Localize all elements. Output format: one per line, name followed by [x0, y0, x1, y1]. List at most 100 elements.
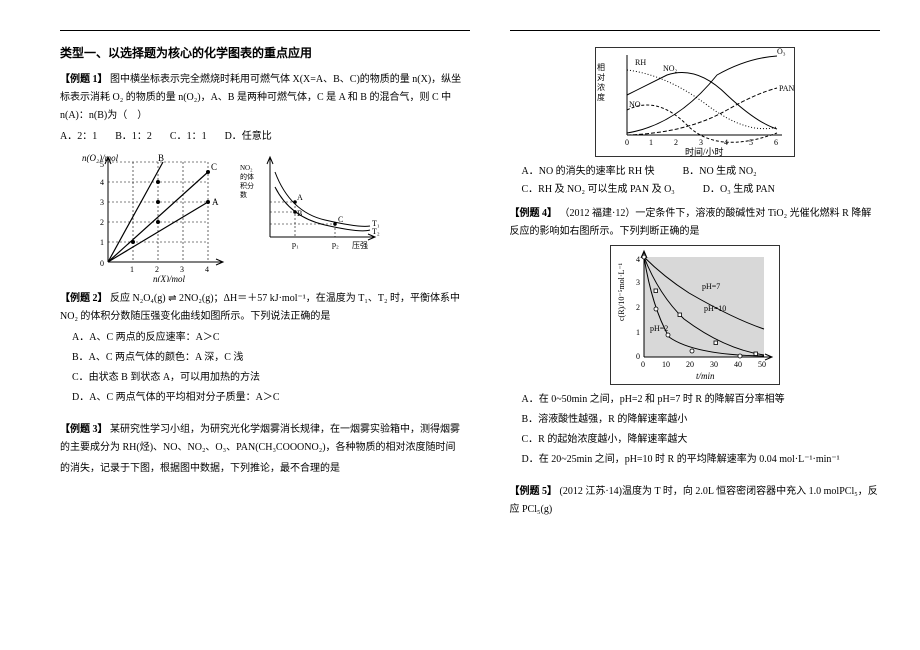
svg-text:0: 0 [636, 352, 640, 361]
svg-text:1: 1 [130, 265, 134, 274]
ex4-opt-b: B．溶液酸性越强，R 的降解速率越小 [522, 411, 881, 429]
example5-text: 【例题 5】 (2012 江苏·14)温度为 T 时，向 2.0L 恒容密闭容器… [510, 483, 881, 519]
ex3-opt-a: A．NO 的消失的速率比 RH 快 [522, 163, 655, 181]
ex1-opt-d: D．任意比 [225, 128, 272, 146]
ex1-opt-a: A．2：1 [60, 128, 97, 146]
chart2-T2: T₂ [372, 227, 380, 236]
right-column: 0 1 2 3 4 5 6 O₃ RH NO₂ NO PAN 时间/小时 相 [510, 30, 881, 522]
chart2-p1: p₁ [292, 240, 299, 249]
svg-text:0: 0 [625, 138, 629, 147]
ex4-opt-c: C．R 的起始浓度越小，降解速率越大 [522, 431, 881, 449]
chart2-B: B [297, 209, 302, 218]
chart4-wrap: 0 10 20 30 40 50 0 1 2 3 4 [510, 245, 881, 385]
svg-text:2: 2 [636, 303, 640, 312]
ch3-PAN: PAN [779, 84, 794, 93]
ex2-opt-c: C．由状态 B 到状态 A，可以用加热的方法 [72, 369, 470, 387]
svg-text:4: 4 [636, 255, 640, 264]
ch3-yl1: 相 [597, 62, 605, 72]
chart2-C: C [338, 215, 343, 224]
chart2-p2: p₂ [332, 240, 339, 249]
example3-text: 【例题 3】 某研究性学习小组，为研究光化学烟雾消长规律，在一烟雾实验箱中，测得… [60, 421, 470, 457]
chart2-xlabel: 压强 [352, 241, 368, 250]
chart1-labelB: B [158, 153, 164, 163]
ch4-ylabel: c(R)/10⁻⁵mol·L⁻¹ [617, 262, 626, 321]
chart1-ylabel: n(O₂)/mol [82, 153, 119, 163]
example3-label: 【例题 3】 [60, 424, 108, 435]
chart1-labelC: C [211, 162, 217, 172]
svg-text:2: 2 [155, 265, 159, 274]
example2-options: A．A、C 两点的反应速率：A＞C B．A、C 两点气体的颜色：A 深，C 浅 … [60, 329, 470, 407]
chart3-wrap: 012 3456 O₃ RH NO₂ NO PAN 时间/小时 相 [510, 47, 881, 157]
ex1-opt-b: B．1：2 [115, 128, 152, 146]
svg-text:1: 1 [636, 328, 640, 337]
example4-options: A．在 0~50min 之间，pH=2 和 pH=7 时 R 的降解百分率相等 … [510, 391, 881, 469]
chart2-ylabel-1: NO₂ [240, 164, 253, 172]
example2-label: 【例题 2】 [60, 293, 108, 304]
ch3-NO2: NO₂ [663, 64, 678, 73]
example2-text: 【例题 2】 反应 N₂O₄(g) ⇌ 2NO₂(g)；ΔH＝＋57 kJ·mo… [60, 290, 470, 326]
page: 类型一、以选择题为核心的化学图表的重点应用 【例题 1】 图中横坐标表示完全燃烧… [0, 0, 920, 542]
chart-no2-pressure: A B C T₁ T₂ p₁ p₂ 压强 NO₂ 的体 积分 数 [240, 152, 380, 252]
svg-text:3: 3 [100, 198, 104, 207]
example5-label: 【例题 5】 [510, 486, 558, 497]
ex2-opt-d: D．A、C 两点气体的平均相对分子质量：A＞C [72, 389, 470, 407]
svg-text:1: 1 [100, 238, 104, 247]
chart2-A: A [297, 193, 303, 202]
ex3-opt-c: C．RH 及 NO₂ 可以生成 PAN 及 O₃ [522, 181, 675, 199]
chart-combustion: A C B 0 1 2 3 4 1 2 3 4 5 n(X)/mol n(O₂)… [80, 152, 230, 282]
charts-row: A C B 0 1 2 3 4 1 2 3 4 5 n(X)/mol n(O₂)… [80, 152, 470, 282]
ch4-ph7: pH=7 [702, 282, 720, 291]
example1-body: 图中横坐标表示完全燃烧时耗用可燃气体 X(X=A、B、C)的物质的量 n(X)，… [60, 74, 461, 121]
svg-text:0: 0 [100, 259, 104, 268]
svg-text:4: 4 [100, 178, 104, 187]
example4-label: 【例题 4】 [510, 208, 558, 219]
example3-options: A．NO 的消失的速率比 RH 快 B．NO 生成 NO₂ C．RH 及 NO₂… [522, 163, 881, 199]
svg-text:10: 10 [662, 360, 670, 369]
svg-text:50: 50 [758, 360, 766, 369]
example4-body: （2012 福建·12）一定条件下，溶液的酸碱性对 TiO₂ 光催化燃料 R 降… [510, 208, 872, 237]
left-column: 类型一、以选择题为核心的化学图表的重点应用 【例题 1】 图中横坐标表示完全燃烧… [60, 30, 470, 522]
ch3-NO: NO [629, 100, 641, 109]
svg-text:30: 30 [710, 360, 718, 369]
example1-label: 【例题 1】 [60, 74, 108, 85]
example1-options: A．2：1 B．1：2 C．1：1 D．任意比 [60, 128, 470, 146]
example3-body1: 某研究性学习小组，为研究光化学烟雾消长规律，在一烟雾实验箱中，测得烟雾的主要成分… [60, 424, 460, 453]
example1-text: 【例题 1】 图中横坐标表示完全燃烧时耗用可燃气体 X(X=A、B、C)的物质的… [60, 71, 470, 125]
ch3-yl3: 浓 [597, 83, 605, 92]
ch3-yl4: 度 [597, 92, 605, 102]
ch4-xlabel: t/min [696, 371, 715, 381]
example5-body: (2012 江苏·14)温度为 T 时，向 2.0L 恒容密闭容器中充入 1.0… [510, 486, 878, 515]
svg-text:3: 3 [636, 278, 640, 287]
svg-text:6: 6 [774, 138, 778, 147]
ex4-opt-a: A．在 0~50min 之间，pH=2 和 pH=7 时 R 的降解百分率相等 [522, 391, 881, 409]
chart2-ylabel-2: 的体 [240, 172, 254, 181]
svg-text:20: 20 [686, 360, 694, 369]
svg-text:2: 2 [100, 218, 104, 227]
ch3-RH: RH [635, 58, 646, 67]
ch4-ph10: pH=10 [704, 304, 726, 313]
example4-text: 【例题 4】 （2012 福建·12）一定条件下，溶液的酸碱性对 TiO₂ 光催… [510, 205, 881, 241]
ex2-opt-b: B．A、C 两点气体的颜色：A 深，C 浅 [72, 349, 470, 367]
svg-text:5: 5 [749, 138, 753, 147]
chart-ph-decay: 0 10 20 30 40 50 0 1 2 3 4 [610, 245, 780, 385]
ch3-O3: O₃ [777, 47, 786, 56]
chart1-labelA: A [212, 197, 219, 207]
svg-text:3: 3 [180, 265, 184, 274]
svg-text:3: 3 [699, 138, 703, 147]
svg-text:40: 40 [734, 360, 742, 369]
svg-text:1: 1 [649, 138, 653, 147]
chart2-ylabel-4: 数 [240, 190, 247, 199]
ex3-opt-b: B．NO 生成 NO₂ [683, 163, 757, 181]
ch4-ph2: pH=2 [650, 324, 668, 333]
ex2-opt-a: A．A、C 两点的反应速率：A＞C [72, 329, 470, 347]
chart1-xlabel: n(X)/mol [153, 274, 185, 282]
svg-text:0: 0 [641, 360, 645, 369]
ch3-xlabel: 时间/小时 [685, 146, 724, 157]
ch3-yl2: 对 [597, 72, 605, 82]
section-heading: 类型一、以选择题为核心的化学图表的重点应用 [60, 43, 470, 65]
svg-text:4: 4 [205, 265, 209, 274]
example2-body: 反应 N₂O₄(g) ⇌ 2NO₂(g)；ΔH＝＋57 kJ·mol⁻¹，在温度… [60, 293, 460, 322]
ex1-opt-c: C．1：1 [170, 128, 207, 146]
chart-smog: 012 3456 O₃ RH NO₂ NO PAN 时间/小时 相 [595, 47, 795, 157]
example3-body2: 的消失，记录于下图，根据图中数据，下列推论，最不合理的是 [60, 460, 470, 478]
